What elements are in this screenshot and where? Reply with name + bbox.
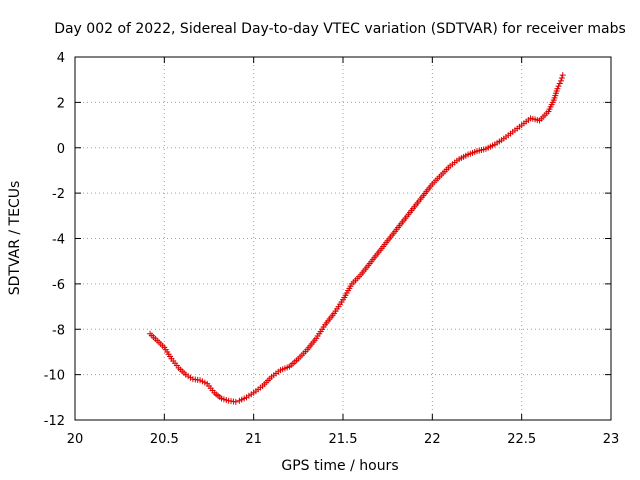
y-axis-label: SDTVAR / TECUs <box>7 181 23 296</box>
x-tick-label: 21.5 <box>329 432 358 447</box>
x-tick-label: 20 <box>67 432 84 447</box>
x-tick-label: 23 <box>603 432 620 447</box>
y-tick-label: 0 <box>57 142 65 157</box>
data-point <box>555 83 562 90</box>
grid <box>75 57 611 420</box>
axis-ticks <box>74 56 612 421</box>
y-tick-label: -2 <box>52 187 65 202</box>
data-point <box>554 85 561 92</box>
data-point <box>556 80 563 87</box>
chart-title: Day 002 of 2022, Sidereal Day-to-day VTE… <box>54 21 626 37</box>
y-tick-label: 2 <box>57 96 65 111</box>
y-tick-label: -12 <box>44 414 65 429</box>
x-tick-label: 22.5 <box>507 432 536 447</box>
data-series <box>147 72 566 405</box>
data-point <box>558 74 565 81</box>
y-tick-label: -10 <box>44 369 65 384</box>
x-axis-label: GPS time / hours <box>281 458 398 474</box>
data-point <box>559 72 566 79</box>
data-point <box>557 77 564 84</box>
y-tick-label: -4 <box>52 233 65 248</box>
x-tick-label: 21 <box>245 432 262 447</box>
y-tick-label: 4 <box>57 51 65 66</box>
y-tick-label: -6 <box>52 278 65 293</box>
x-tick-label: 20.5 <box>150 432 179 447</box>
data-point <box>232 398 239 405</box>
x-tick-label: 22 <box>424 432 441 447</box>
y-tick-label: -8 <box>52 323 65 338</box>
